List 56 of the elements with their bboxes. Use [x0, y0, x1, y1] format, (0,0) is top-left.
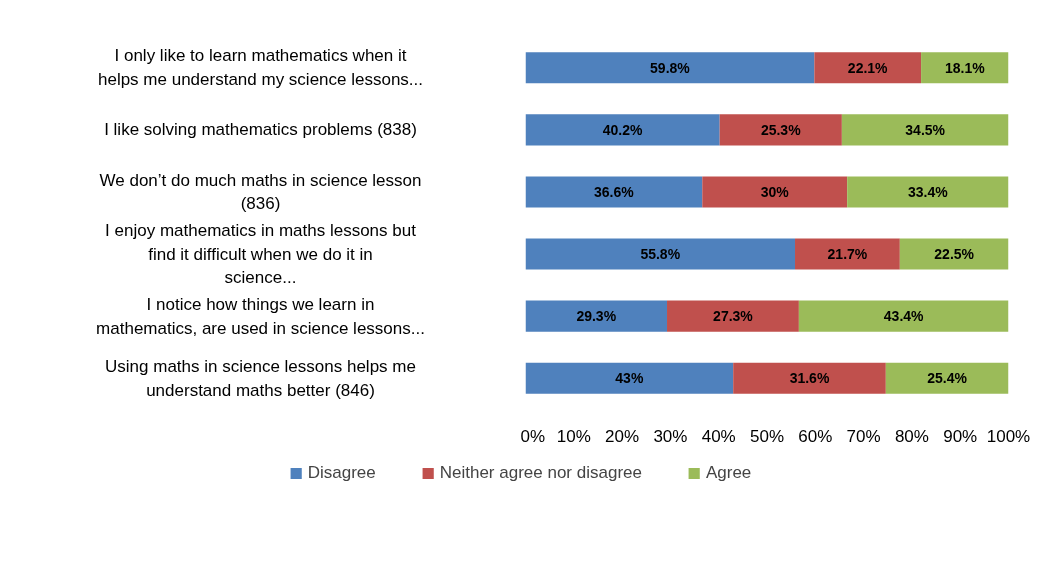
x-tick-label: 90%: [943, 426, 978, 446]
y-tick-label: Using maths in science lessons helps me understand maths better (846): [105, 356, 416, 400]
bar: [798, 300, 1009, 332]
bar: [702, 176, 848, 208]
legend-label: Agree: [705, 463, 752, 483]
x-tick-label: 100%: [986, 426, 1031, 446]
y-tick-label: I only like to learn mathematics when it helps me understand my science lessons...: [97, 46, 424, 90]
data-label: 34.5%: [905, 121, 946, 138]
y-tick-label: I like solving mathematics problems (838): [104, 120, 417, 140]
bar: [667, 300, 799, 332]
bar: [733, 362, 886, 394]
y-tick-label: I notice how things we learn in mathematics, are used in science lessons...: [96, 294, 425, 338]
bar: [814, 52, 922, 84]
data-label: 25.3%: [760, 121, 802, 138]
bar: [847, 176, 1009, 208]
data-label: 40.2%: [602, 121, 643, 138]
data-label: 59.8%: [650, 59, 691, 76]
bar: [899, 238, 1009, 270]
x-tick-label: 80%: [894, 426, 929, 446]
data-label: 43.4%: [883, 308, 925, 325]
data-label: 36.6%: [594, 183, 635, 200]
y-tick-label: We don’t do much maths in science lesson (836): [99, 170, 422, 214]
bar: [525, 176, 703, 208]
data-label: 27.3%: [713, 308, 754, 325]
bar: [525, 52, 815, 84]
data-label: 22.5%: [934, 246, 975, 263]
legend-label: Disagree: [307, 463, 376, 483]
x-tick-label: 50%: [749, 426, 785, 446]
bar: [525, 114, 720, 146]
data-label: 31.6%: [789, 370, 830, 387]
data-label: 30%: [760, 183, 790, 200]
bar: [795, 238, 900, 270]
x-tick-label: 10%: [556, 426, 591, 446]
data-label: 21.7%: [827, 246, 868, 263]
data-label: 25.4%: [927, 370, 968, 387]
legend-label: Neither agree nor disagree: [439, 463, 642, 483]
data-label: 29.3%: [576, 308, 617, 325]
x-tick-label: 0%: [520, 426, 546, 446]
bar: [525, 362, 734, 394]
bar: [921, 52, 1009, 84]
y-tick-label: I enjoy mathematics in maths lessons but find it difficult when we do it in science...: [105, 220, 417, 288]
data-label: 18.1%: [944, 59, 986, 76]
bar: [719, 114, 842, 146]
bar: [841, 114, 1009, 146]
data-label: 22.1%: [847, 59, 889, 76]
data-label: 55.8%: [640, 246, 681, 263]
data-label: 33.4%: [907, 183, 949, 200]
x-tick-label: 60%: [798, 426, 833, 446]
x-tick-label: 70%: [846, 426, 881, 446]
x-tick-label: 40%: [701, 426, 736, 446]
bar: [525, 238, 796, 270]
data-label: 43%: [615, 370, 644, 387]
x-tick-label: 20%: [605, 426, 640, 446]
x-tick-label: 30%: [653, 426, 688, 446]
bar: [525, 300, 668, 332]
bar: [885, 362, 1009, 394]
